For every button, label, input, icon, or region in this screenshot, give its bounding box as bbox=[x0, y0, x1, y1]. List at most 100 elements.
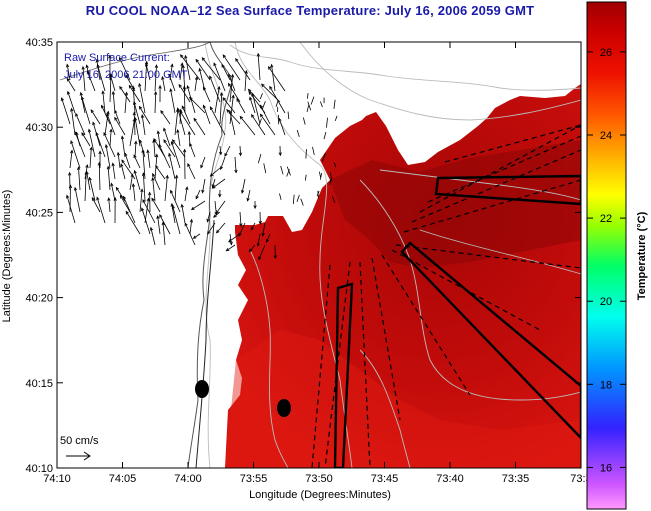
current-vector-head bbox=[68, 171, 72, 176]
current-vector-head bbox=[156, 130, 160, 135]
current-vector bbox=[162, 222, 166, 246]
y-tick-label: 40:30 bbox=[25, 122, 53, 134]
current-vector bbox=[214, 86, 220, 114]
current-vector bbox=[74, 131, 86, 158]
current-vector bbox=[209, 106, 226, 136]
current-vector bbox=[139, 140, 146, 158]
current-vector bbox=[187, 163, 196, 180]
current-vector-head bbox=[249, 96, 253, 101]
current-vector-head bbox=[185, 186, 189, 191]
current-vector bbox=[222, 54, 241, 81]
current-vector-head bbox=[95, 131, 99, 136]
x-tick-label: 74:00 bbox=[174, 473, 202, 485]
current-vector bbox=[119, 57, 131, 81]
current-vector bbox=[80, 92, 86, 114]
current-vector-head bbox=[120, 135, 125, 140]
current-vector bbox=[266, 233, 271, 243]
mooring-marker-west bbox=[195, 380, 209, 398]
current-vector bbox=[67, 91, 76, 114]
current-vector-head bbox=[106, 112, 110, 117]
current-vector-head bbox=[159, 213, 163, 218]
current-vector-head bbox=[170, 140, 174, 145]
current-vector bbox=[200, 156, 206, 168]
current-vector bbox=[124, 153, 131, 169]
current-vector-head bbox=[110, 182, 114, 187]
current-vector-head bbox=[169, 88, 173, 92]
transect-box-north bbox=[434, 174, 581, 206]
current-vector-head bbox=[161, 75, 165, 80]
current-vector-head bbox=[74, 130, 78, 135]
current-vector-head bbox=[261, 232, 265, 237]
current-vector bbox=[125, 211, 141, 235]
current-vector bbox=[224, 145, 231, 157]
current-vector-head bbox=[206, 218, 210, 223]
current-vector bbox=[215, 200, 226, 214]
current-vector bbox=[81, 96, 91, 125]
current-vector-head bbox=[176, 128, 180, 133]
current-vector-head bbox=[215, 210, 219, 215]
current-vector-head bbox=[258, 220, 262, 225]
current-vector-head bbox=[217, 85, 221, 90]
current-vector-head bbox=[251, 113, 255, 118]
current-vector-head bbox=[209, 173, 214, 177]
current-vector bbox=[229, 110, 236, 136]
current-vector bbox=[174, 175, 178, 202]
current-vector-head bbox=[81, 132, 85, 136]
current-vector bbox=[262, 222, 266, 236]
current-vector bbox=[302, 117, 306, 125]
current-vector-head bbox=[70, 149, 74, 154]
current-vector bbox=[96, 197, 106, 224]
current-vector bbox=[296, 194, 300, 202]
current-vector-head bbox=[133, 169, 137, 174]
current-vector bbox=[142, 149, 146, 180]
current-vector bbox=[261, 101, 266, 111]
current-vector-head bbox=[270, 63, 274, 68]
colorbar-tick-label: 16 bbox=[600, 462, 612, 474]
current-vector bbox=[132, 183, 136, 202]
current-vector bbox=[259, 105, 271, 125]
current-vector bbox=[147, 150, 151, 169]
current-vector-head bbox=[170, 63, 174, 68]
current-vector-head bbox=[70, 107, 74, 112]
current-vector-head bbox=[259, 113, 264, 118]
current-vector bbox=[193, 118, 206, 136]
current-vector-head bbox=[182, 148, 187, 153]
current-vector-head bbox=[108, 54, 112, 59]
current-vector-head bbox=[68, 184, 73, 189]
current-vector-head bbox=[121, 159, 125, 164]
current-vector-head bbox=[174, 174, 179, 179]
current-vector-head bbox=[209, 106, 213, 110]
current-vector bbox=[75, 113, 86, 136]
current-vector-head bbox=[87, 128, 92, 133]
mooring-marker-east bbox=[277, 399, 291, 417]
current-vector bbox=[66, 64, 71, 81]
current-vector bbox=[220, 156, 226, 170]
current-vector bbox=[107, 166, 111, 191]
current-vector bbox=[91, 197, 101, 213]
current-vector bbox=[184, 223, 196, 246]
current-vector bbox=[155, 165, 166, 180]
current-vector bbox=[170, 190, 181, 213]
current-vector-head bbox=[171, 139, 176, 143]
current-vector bbox=[139, 189, 143, 213]
current-vector-head bbox=[259, 104, 263, 109]
current-vector bbox=[229, 233, 232, 245]
map-title: RU COOL NOAA–12 Sea Surface Temperature:… bbox=[85, 3, 535, 18]
current-vector bbox=[86, 171, 91, 191]
current-vector-head bbox=[253, 205, 257, 210]
current-vector bbox=[133, 112, 136, 136]
current-vector-head bbox=[202, 104, 206, 109]
current-vector-head bbox=[200, 164, 204, 169]
current-vector-head bbox=[155, 165, 159, 169]
current-vector bbox=[258, 244, 266, 260]
current-vector-head bbox=[250, 226, 254, 231]
current-vector-head bbox=[133, 101, 137, 105]
current-vector-head bbox=[106, 165, 110, 170]
current-vector bbox=[212, 178, 226, 189]
current-vector bbox=[141, 114, 146, 136]
current-vector bbox=[161, 76, 166, 92]
x-tick-label: 73:55 bbox=[240, 473, 268, 485]
current-vector-head bbox=[132, 111, 136, 116]
current-vector-head bbox=[76, 166, 81, 171]
current-vector bbox=[252, 93, 261, 125]
